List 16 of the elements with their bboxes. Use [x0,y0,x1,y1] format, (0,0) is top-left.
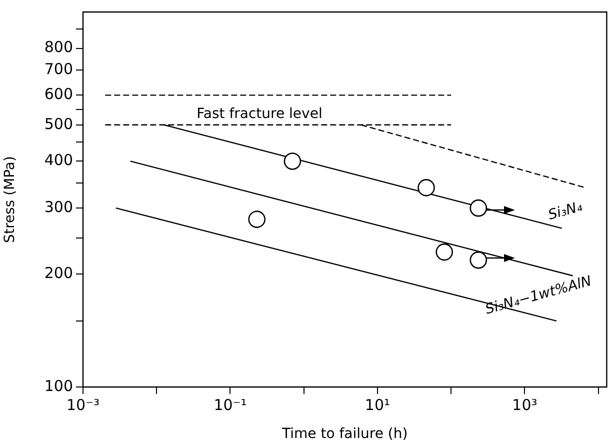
y-axis-title: Stress (MPa) [2,156,18,243]
x-tick-label: 10¹ [364,396,390,414]
y-tick-label: 100 [44,376,73,395]
x-tick-label: 10⁻³ [66,396,100,414]
x-tick-label: 10³ [512,396,538,414]
y-tick-label: 500 [44,114,73,133]
y-tick-label: 600 [44,85,73,104]
y-tick-label: 200 [44,264,73,282]
annotation: Fast fracture level [196,106,322,122]
y-tick-label: 300 [44,198,73,216]
y-tick-label: 800 [44,38,73,56]
x-axis-title: Time to failure (h) [281,426,408,442]
x-tick-label: 10⁻¹ [214,396,247,414]
annotation: Si₃N₄ [546,198,584,224]
y-tick-label: 700 [44,60,73,78]
y-tick-label: 400 [44,151,73,170]
